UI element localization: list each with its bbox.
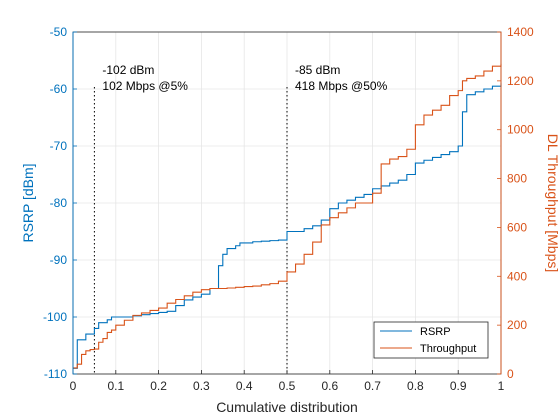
right-y-axis: 0 200 400 600 800 1000 1200 1400 [497,25,534,381]
x-tick-label: 0.3 [193,379,210,393]
right-y-tick-label: 1200 [507,74,534,88]
left-y-axis-label: RSRP [dBm] [20,163,36,242]
x-axis-label: Cumulative distribution [216,399,358,415]
right-y-tick-label: 0 [507,367,514,381]
right-y-tick-label: 800 [507,172,527,186]
right-y-tick-label: 1400 [507,25,534,39]
x-tick-label: 0 [70,379,77,393]
legend-rsrp-label: RSRP [420,326,451,338]
right-y-tick-label: 200 [507,318,527,332]
annotation-throughput-text: 102 Mbps @5% [102,79,188,93]
annotation-throughput-text: 418 Mbps @50% [295,79,388,93]
x-tick-label: 0.7 [364,379,381,393]
legend-throughput-label: Throughput [420,343,476,355]
left-y-tick-label: -110 [44,367,67,381]
annotation-rsrp-text: -85 dBm [295,63,340,77]
right-y-tick-label: 600 [507,220,527,234]
annotation-rsrp-text: -102 dBm [102,63,154,77]
legend: RSRP Throughput [373,321,489,359]
x-tick-label: 0.6 [321,379,338,393]
x-tick-label: 0.1 [107,379,124,393]
x-axis: 0 0.1 0.2 0.3 0.4 0.5 0.6 0.7 0.8 0.9 1 [70,370,505,393]
right-y-tick-label: 400 [507,269,527,283]
left-y-tick-label: -70 [50,139,68,153]
x-tick-label: 0.8 [407,379,424,393]
series-layer [73,63,502,369]
right-y-axis-label: DL Throughput [Mbps] [545,134,560,273]
x-tick-label: 0.5 [279,379,296,393]
right-y-tick-label: 1000 [507,123,534,137]
x-tick-label: 1 [498,379,505,393]
left-y-axis: -110 -100 -90 -80 -70 -60 -50 [43,25,77,381]
throughput-series-line [73,63,502,369]
left-y-tick-label: -90 [50,253,68,267]
annotation-texts: -102 dBm 102 Mbps @5% -85 dBm 418 Mbps @50% [102,63,387,93]
left-y-tick-label: -80 [50,196,68,210]
left-y-tick-label: -100 [43,310,67,324]
x-tick-label: 0.9 [450,379,467,393]
legend-box [373,321,489,359]
x-tick-label: 0.2 [150,379,167,393]
left-y-tick-label: -50 [50,25,68,39]
x-tick-label: 0.4 [236,379,253,393]
left-y-tick-label: -60 [50,82,68,96]
